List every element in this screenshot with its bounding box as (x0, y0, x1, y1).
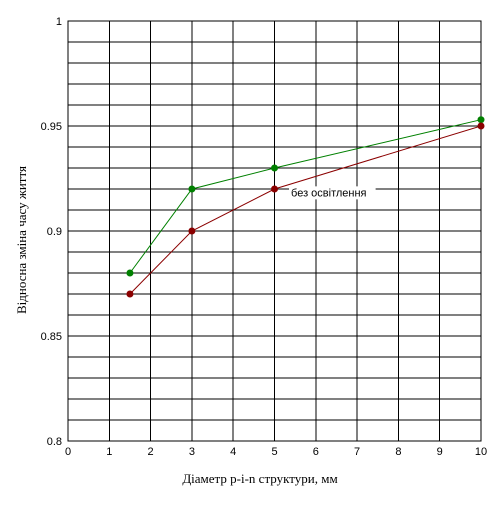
x-tick-label: 6 (313, 446, 319, 458)
data-point (271, 164, 278, 172)
x-tick-label: 8 (395, 446, 401, 458)
annotation-background (289, 186, 376, 200)
grid (67, 20, 482, 442)
y-tick-label: 0.9 (47, 226, 62, 238)
x-tick-label: 1 (106, 446, 112, 458)
y-tick-label: 1 (56, 16, 62, 28)
data-point (271, 185, 278, 193)
data-point (477, 116, 485, 124)
data-point (477, 122, 485, 130)
x-tick-label: 10 (475, 446, 487, 458)
x-tick-label: 3 (189, 446, 195, 458)
x-axis-title: Діаметр p-i-n структури, мм (182, 471, 337, 486)
series-annotation-label: без освітлення (291, 187, 367, 199)
x-axis-ticks: 0 1 2 3 4 5 6 7 8 9 10 (65, 446, 487, 458)
y-tick-label: 0.95 (41, 121, 62, 133)
series-layer (126, 116, 485, 298)
data-point (126, 290, 134, 298)
data-point (126, 269, 134, 277)
x-tick-label: 7 (354, 446, 360, 458)
annotation-layer: без освітлення (289, 186, 376, 200)
y-tick-label: 0.8 (47, 436, 62, 448)
series-line (129, 119, 482, 274)
data-point (188, 227, 196, 235)
x-tick-label: 5 (271, 446, 277, 458)
x-tick-label: 2 (148, 446, 154, 458)
y-axis-ticks: 0.8 0.85 0.9 0.95 1 (41, 16, 62, 448)
data-point (188, 185, 196, 193)
y-axis-title: Відносна зміна часу життя (14, 166, 29, 314)
x-tick-label: 0 (65, 446, 71, 458)
x-tick-label: 9 (437, 446, 443, 458)
y-tick-label: 0.85 (41, 331, 62, 343)
series-line (129, 125, 482, 295)
x-tick-label: 4 (230, 446, 236, 458)
